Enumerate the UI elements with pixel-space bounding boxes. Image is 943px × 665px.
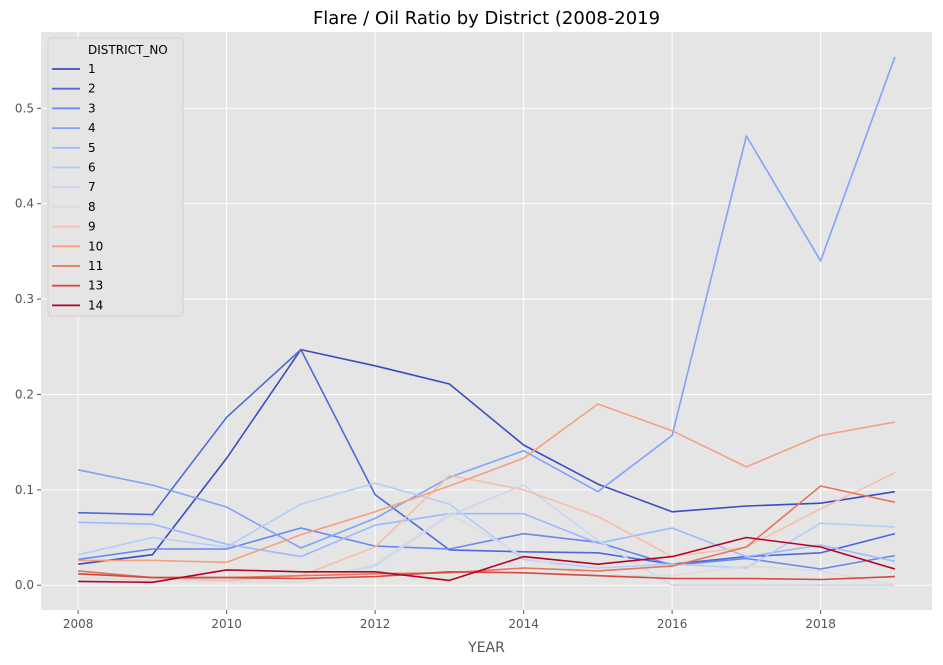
y-tick-label: 0.1 (15, 483, 34, 497)
chart-title: Flare / Oil Ratio by District (2008-2019 (313, 8, 660, 29)
legend-entries: 1 2 3 4 5 6 7 8 9 10 11 13 14 (52, 62, 103, 312)
y-tick-label: 0.0 (15, 578, 34, 592)
series-line-district-14 (78, 536, 896, 584)
series-line-district-2 (78, 348, 896, 566)
legend-label: 7 (88, 180, 96, 194)
legend-label: 9 (88, 220, 96, 234)
series-line-district-1 (77, 348, 896, 565)
legend-box (47, 37, 184, 317)
x-axis-ticks: 2008 2010 2012 2014 2016 2018 (63, 610, 836, 631)
legend-label: 11 (88, 259, 103, 273)
x-tick-label: 2010 (211, 617, 242, 631)
series-line-district-9 (78, 471, 896, 582)
series-line-district-13 (78, 570, 895, 581)
series-line-district-10 (78, 403, 896, 564)
y-tick-label: 0.4 (15, 197, 34, 211)
x-tick-label: 2014 (508, 617, 539, 631)
legend: DISTRICT_NO 1 2 3 4 5 6 7 8 9 10 11 13 14 (47, 37, 184, 317)
legend-label: 8 (88, 200, 96, 214)
legend-label: 4 (88, 121, 96, 135)
series-line-district-4 (77, 56, 896, 549)
x-tick-label: 2012 (360, 617, 391, 631)
x-tick-label: 2008 (63, 617, 94, 631)
x-axis-label: YEAR (467, 640, 505, 656)
x-tick-label: 2016 (657, 617, 688, 631)
legend-label: 13 (88, 279, 103, 293)
legend-label: 3 (88, 101, 96, 115)
series-lines (77, 56, 896, 587)
legend-title: DISTRICT_NO (88, 43, 168, 57)
legend-label: 14 (88, 298, 103, 312)
x-tick-label: 2018 (805, 617, 836, 631)
series-line-district-5 (78, 512, 896, 563)
y-tick-label: 0.2 (15, 387, 34, 401)
legend-label: 1 (88, 62, 96, 76)
y-tick-label: 0.5 (15, 101, 34, 115)
grid-lines (41, 32, 932, 610)
legend-label: 2 (88, 82, 96, 96)
legend-label: 5 (88, 141, 96, 155)
y-tick-label: 0.3 (15, 292, 34, 306)
y-axis-ticks: 0.0 0.1 0.2 0.3 0.4 0.5 (15, 101, 41, 592)
legend-label: 6 (88, 161, 96, 175)
series-line-district-8 (78, 512, 896, 586)
series-line-district-6 (77, 482, 895, 569)
legend-label: 10 (88, 239, 103, 253)
